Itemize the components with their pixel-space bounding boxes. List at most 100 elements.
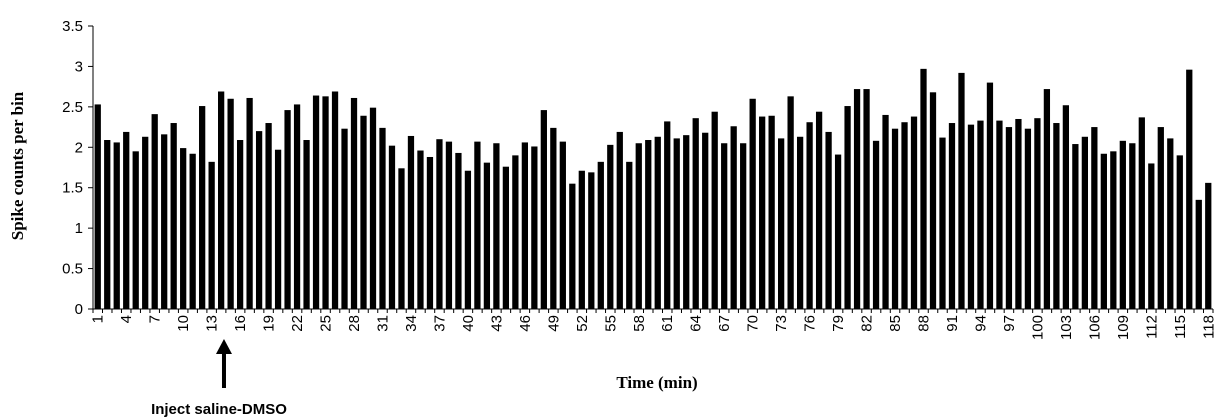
y-tick-label: 2 bbox=[75, 139, 83, 156]
bar-series bbox=[94, 68, 1212, 310]
y-tick-label: 3.5 bbox=[62, 18, 83, 35]
x-tick-label: 7 bbox=[147, 315, 164, 323]
bar bbox=[493, 143, 500, 309]
bar bbox=[588, 172, 595, 309]
bar bbox=[104, 140, 111, 309]
bar bbox=[512, 155, 519, 309]
bar bbox=[834, 154, 842, 309]
bar bbox=[455, 152, 462, 309]
bar bbox=[749, 98, 756, 310]
x-tick-label: 22 bbox=[289, 315, 306, 332]
bar bbox=[502, 166, 510, 309]
bar bbox=[740, 143, 747, 309]
x-tick-label: 97 bbox=[1001, 315, 1018, 332]
bar bbox=[948, 123, 956, 310]
bar bbox=[265, 123, 272, 310]
x-tick-label: 88 bbox=[916, 315, 933, 332]
bar bbox=[1062, 105, 1070, 310]
bar bbox=[616, 131, 623, 309]
x-tick-label: 115 bbox=[1172, 315, 1189, 339]
bar bbox=[274, 149, 282, 309]
bar bbox=[929, 92, 937, 309]
x-tick-label: 73 bbox=[773, 315, 790, 332]
bar bbox=[1195, 199, 1202, 309]
injection-arrow-icon bbox=[215, 339, 232, 388]
bar bbox=[635, 143, 642, 309]
bar bbox=[531, 146, 538, 309]
bar bbox=[521, 142, 528, 309]
x-tick-label: 76 bbox=[802, 315, 819, 332]
x-tick-label: 28 bbox=[346, 315, 363, 332]
bar bbox=[607, 144, 614, 309]
x-tick-label: 19 bbox=[261, 315, 278, 332]
bar bbox=[853, 89, 861, 309]
x-tick-label: 79 bbox=[830, 315, 847, 332]
bar bbox=[388, 145, 396, 309]
bar bbox=[1043, 89, 1051, 309]
bar bbox=[645, 140, 652, 309]
bar bbox=[94, 104, 101, 309]
bar bbox=[1157, 127, 1164, 309]
x-tick-label: 49 bbox=[545, 315, 562, 332]
x-tick-label: 118 bbox=[1200, 315, 1217, 339]
bar bbox=[1129, 143, 1136, 309]
bar bbox=[341, 128, 348, 309]
bar bbox=[559, 141, 566, 309]
x-tick-label: 112 bbox=[1143, 315, 1160, 339]
bar bbox=[910, 116, 918, 309]
bar bbox=[787, 96, 794, 310]
bar bbox=[132, 151, 139, 309]
bar bbox=[967, 124, 975, 309]
bar bbox=[778, 138, 785, 309]
x-tick-label: 37 bbox=[431, 315, 448, 332]
bar bbox=[483, 162, 491, 309]
bar bbox=[161, 134, 168, 309]
bar bbox=[246, 97, 253, 309]
bar bbox=[996, 120, 1003, 309]
bar bbox=[578, 170, 585, 309]
y-axis-ticks: 0 0.5 1 1.5 2 2.5 3 3.5 bbox=[62, 18, 93, 318]
bar bbox=[1053, 123, 1060, 310]
x-tick-label: 40 bbox=[460, 315, 477, 332]
y-tick-label: 1 bbox=[75, 220, 83, 237]
bar bbox=[683, 135, 690, 309]
bar bbox=[1005, 127, 1013, 309]
bar bbox=[550, 127, 557, 309]
bar bbox=[1138, 117, 1145, 310]
bar bbox=[407, 135, 415, 309]
bar bbox=[312, 95, 320, 309]
x-tick-label: 34 bbox=[403, 315, 420, 332]
bar bbox=[170, 123, 177, 310]
x-tick-label: 94 bbox=[972, 315, 989, 332]
bar bbox=[1176, 155, 1183, 309]
x-axis-title: Time (min) bbox=[616, 373, 697, 392]
bar bbox=[1091, 127, 1098, 309]
x-tick-label: 103 bbox=[1058, 315, 1075, 340]
bar bbox=[891, 128, 899, 309]
injection-annotation: Inject saline-DMSO bbox=[151, 401, 287, 418]
bar bbox=[711, 111, 718, 309]
bar bbox=[1034, 118, 1041, 309]
bar bbox=[417, 150, 424, 309]
x-tick-label: 55 bbox=[602, 315, 619, 332]
bar bbox=[872, 140, 880, 309]
x-tick-label: 91 bbox=[944, 315, 961, 332]
bar bbox=[436, 139, 443, 309]
bar bbox=[1081, 136, 1088, 309]
bar bbox=[474, 141, 481, 309]
bar bbox=[721, 143, 728, 309]
bar bbox=[1024, 128, 1032, 309]
bar bbox=[901, 122, 908, 309]
x-tick-label: 109 bbox=[1115, 315, 1132, 340]
bar bbox=[293, 104, 301, 309]
bar bbox=[977, 120, 984, 309]
bar bbox=[939, 137, 946, 309]
bar bbox=[379, 127, 386, 309]
y-tick-label: 0.5 bbox=[62, 261, 83, 278]
bar bbox=[322, 96, 329, 310]
x-tick-label: 52 bbox=[574, 315, 591, 332]
bar bbox=[123, 131, 130, 309]
y-tick-label: 1.5 bbox=[62, 180, 83, 197]
bar bbox=[1015, 118, 1022, 309]
bar bbox=[796, 136, 804, 309]
